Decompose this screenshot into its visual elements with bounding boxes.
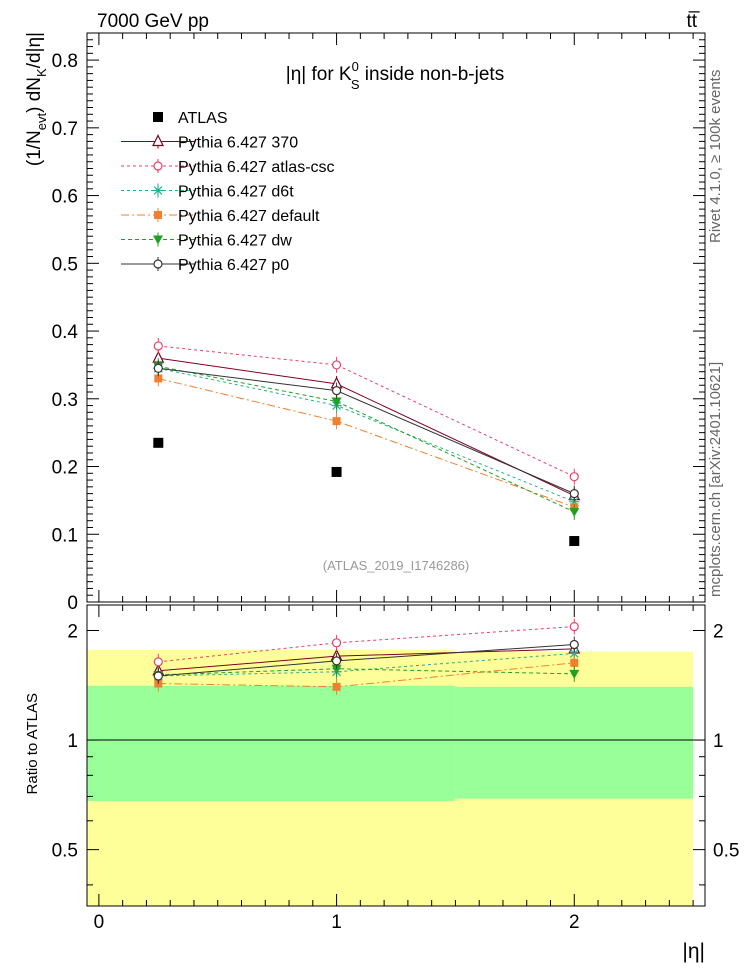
y-tick-label-0.8: 0.8 [52,51,78,72]
ratio-point [569,621,579,632]
legend-item-1: Pythia 6.427 370 [121,134,298,152]
ratio-point [153,657,163,667]
legend-label: Pythia 6.427 dw [178,233,292,250]
legend-marker [153,235,163,245]
band-green-0 [87,685,456,802]
chart-title: |η| for K0 S inside non-b-jets [286,59,504,92]
ratio-tick-label-left-0.5: 0.5 [52,841,78,862]
x-axis-label: |η| [682,940,705,963]
legend-item-4: Pythia 6.427 default [121,208,320,225]
ratio-point [331,638,342,648]
legend-item-0: ATLAS [153,110,228,127]
ratio-point [569,669,580,679]
ratio-point [331,656,342,666]
y-tick-label-0.6: 0.6 [52,187,78,208]
series-line-ratio [158,652,575,677]
data-point [154,374,163,383]
legend-label: Pythia 6.427 370 [178,135,298,152]
ratio-bands [87,649,705,906]
atlas-point [331,466,342,477]
x-tick-label-0: 0 [94,912,105,933]
y-tick-label-0.4: 0.4 [52,322,79,343]
watermark: (ATLAS_2019_I1746286) [323,558,469,573]
legend-label: Pythia 6.427 atlas-csc [178,159,335,176]
chart-texts: 7000 GeV pp tt̅ |η| for K0 S inside non-b-j… [24,11,705,963]
series-line-main [158,367,575,495]
series-5 [153,360,579,684]
legend-label: Pythia 6.427 default [178,208,320,225]
x-tick-label-2: 2 [569,912,580,933]
series-line-main [158,345,575,478]
legend: ATLAS Pythia 6.427 370 Pythia 6.427 atlas-… [121,110,335,274]
series-1 [153,337,579,670]
legend-item-5: Pythia 6.427 dw [121,232,292,250]
axis-ticks: 0 1 2 0 0.1 0.2 0.3 0.4 0.5 0.6 0.7 0.8 0.5 0.5 1 1 2 2 [52,32,739,933]
ratio-tick-label-left-2: 2 [67,621,78,642]
legend-marker [154,211,162,219]
rivet-label: Rivet 4.1.0, ≥ 100k events [707,69,724,243]
y-tick-label-0.2: 0.2 [52,458,78,479]
legend-marker [153,161,163,171]
series-4 [153,358,580,683]
series-line-ratio [158,626,575,663]
ratio-point [570,658,579,667]
legend-item-6: Pythia 6.427 p0 [121,257,289,274]
data-point [331,360,342,370]
ratio-point [332,682,341,691]
ratio-point [331,664,342,674]
header-process: tt̅ [686,11,700,32]
data-point [331,386,342,396]
data-point [331,397,342,407]
legend-label: Pythia 6.427 d6t [178,184,294,201]
legend-marker [153,259,163,269]
series-2 [153,360,580,684]
data-point [332,417,341,426]
ratio-tick-label-right-0.5: 0.5 [713,841,739,862]
legend-marker [153,185,163,196]
series-line-main [158,365,575,513]
atlas-series [153,437,580,547]
data-point [153,341,163,351]
header-energy: 7000 GeV pp [97,11,209,32]
legend-marker [152,134,164,147]
y-tick-label-0.5: 0.5 [52,254,78,275]
y-tick-label-0.7: 0.7 [52,119,78,140]
ratio-tick-label-right-1: 1 [713,731,724,752]
ratio-frame [86,604,706,907]
series-3 [154,370,579,695]
ratio-point [569,639,579,650]
data-point [569,489,579,499]
ratio-tick-label-left-1: 1 [67,731,78,752]
legend-label: ATLAS [178,110,228,127]
ratio-point [153,671,163,681]
atlas-point [153,437,164,448]
legend-label: Pythia 6.427 p0 [178,257,289,274]
atlas-point [569,536,580,547]
legend-item-2: Pythia 6.427 atlas-csc [121,159,335,176]
band-green-1 [455,686,694,799]
x-tick-label-1: 1 [331,912,342,933]
mcplots-label: mcplots.cern.ch [arXiv:2401.10621] [707,361,724,597]
data-point [569,507,580,517]
y-tick-label-0: 0 [67,593,78,614]
series-0 [152,350,581,679]
series-layer [152,337,581,695]
data-point [153,363,163,373]
y-tick-label-0.3: 0.3 [52,390,78,411]
y-axis-label: (1/Nevt) dNK/d|η| [24,32,49,166]
legend-item-3: Pythia 6.427 d6t [121,183,294,201]
data-point [569,472,579,482]
ratio-tick-label-right-2: 2 [713,621,724,642]
y-tick-label-0.1: 0.1 [52,525,78,546]
ratio-y-axis-label: Ratio to ATLAS [24,693,41,794]
legend-marker [153,112,163,122]
series-line-main [158,367,575,503]
